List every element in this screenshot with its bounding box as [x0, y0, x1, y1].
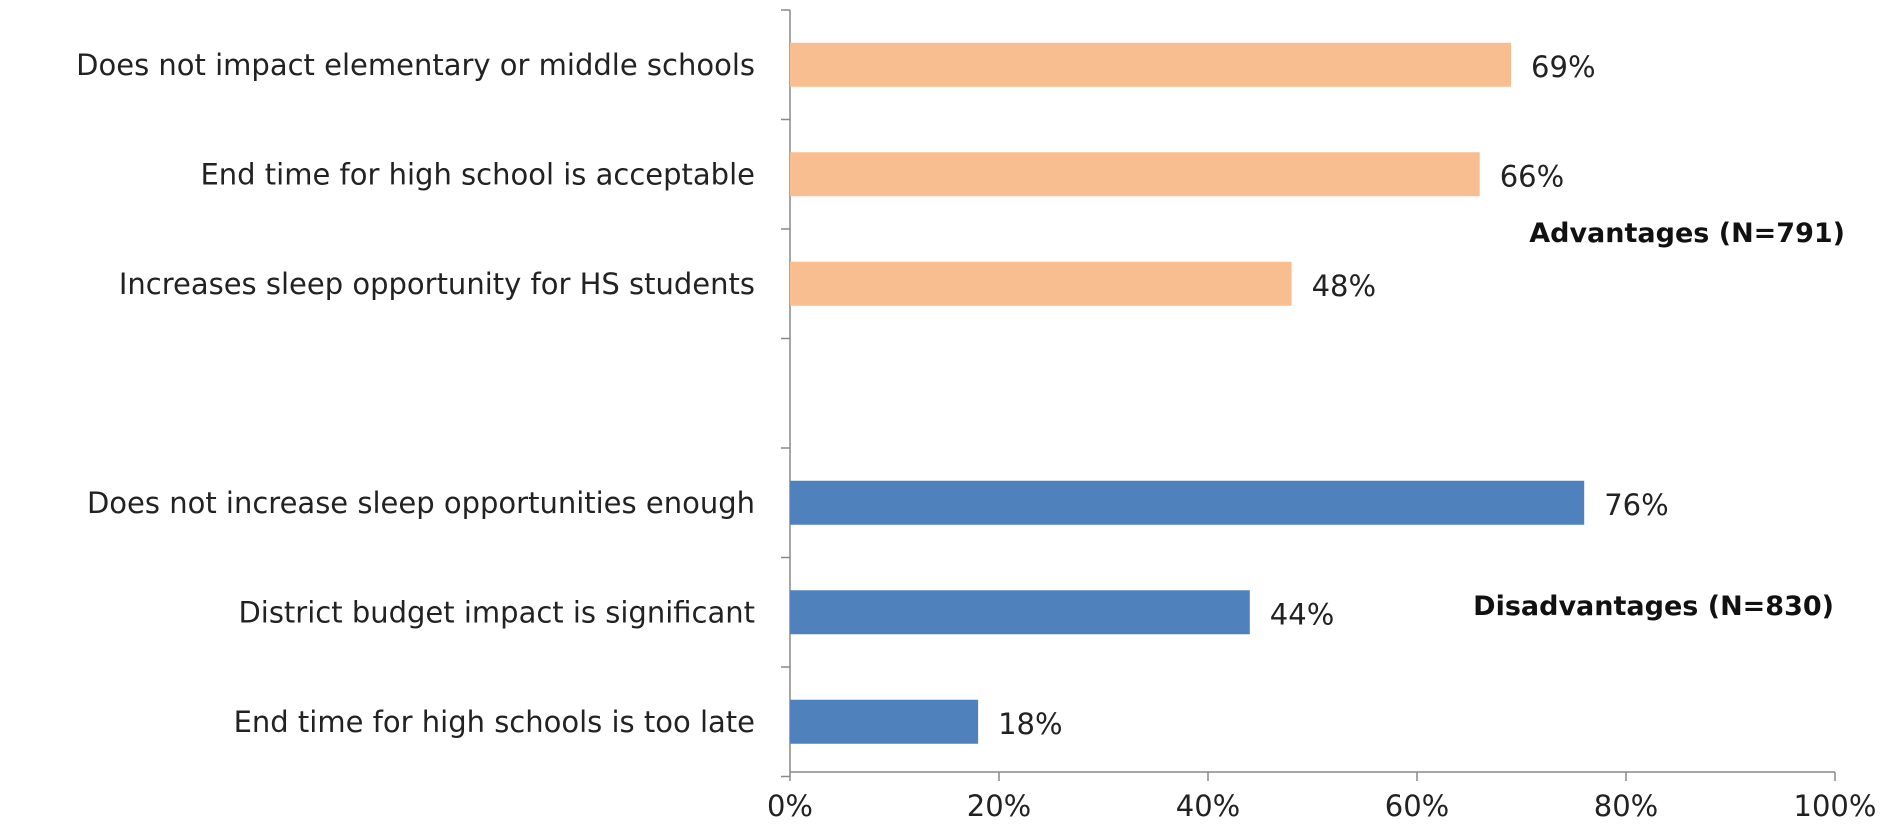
data-label: 66% — [1500, 159, 1564, 193]
x-tick-label: 0% — [767, 789, 813, 823]
x-tick-label: 60% — [1385, 789, 1449, 823]
category-label: End time for high schools is too late — [234, 705, 755, 739]
group-label: Disadvantages (N=830) — [1473, 591, 1834, 622]
data-label: 18% — [998, 707, 1062, 741]
data-label: 76% — [1604, 488, 1668, 522]
bar — [790, 480, 1585, 525]
x-tick-label: 20% — [967, 789, 1031, 823]
bar — [790, 699, 979, 744]
group-label: Advantages (N=791) — [1529, 218, 1845, 249]
category-label: District budget impact is significant — [238, 595, 755, 629]
bar — [790, 590, 1250, 635]
category-label: Increases sleep opportunity for HS stude… — [119, 267, 755, 301]
x-tick-label: 40% — [1176, 789, 1240, 823]
category-label: Does not increase sleep opportunities en… — [87, 486, 755, 520]
category-label: Does not impact elementary or middle sch… — [76, 48, 755, 82]
x-tick-label: 100% — [1794, 789, 1877, 823]
category-label: End time for high school is acceptable — [200, 157, 755, 191]
bar — [790, 152, 1480, 197]
bar — [790, 42, 1512, 87]
data-label: 69% — [1531, 50, 1595, 84]
data-label: 48% — [1312, 269, 1376, 303]
data-label: 44% — [1270, 597, 1334, 631]
x-tick-label: 80% — [1594, 789, 1658, 823]
bar — [790, 261, 1292, 306]
